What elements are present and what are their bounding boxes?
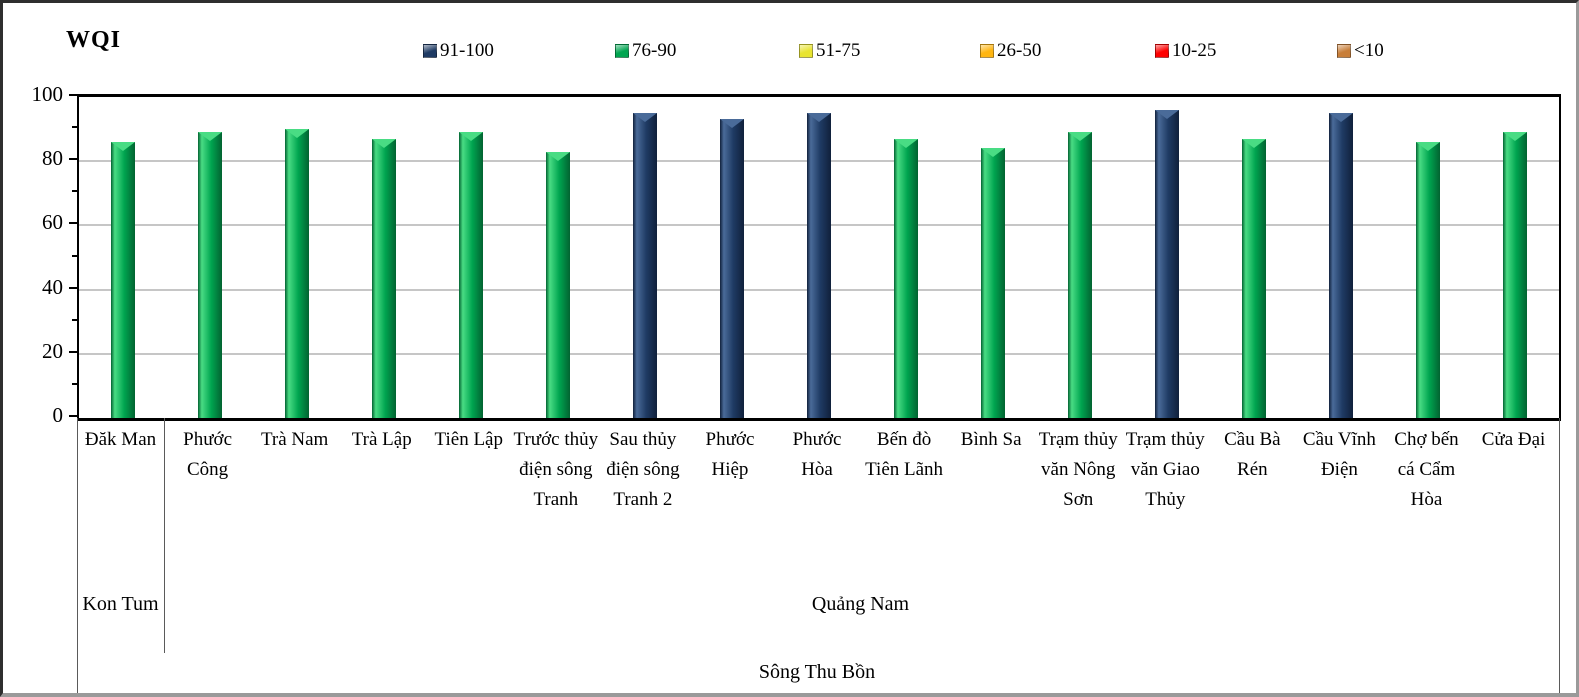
legend-label: <10 xyxy=(1354,40,1384,61)
bar-3 xyxy=(285,129,309,418)
legend-label: 51-75 xyxy=(816,40,861,61)
bar-top-highlight xyxy=(459,132,483,141)
bar-top-highlight xyxy=(111,142,135,151)
y-tick xyxy=(72,383,77,385)
legend-swatch-icon xyxy=(980,44,994,58)
y-tick xyxy=(72,126,77,128)
y-tick xyxy=(69,158,77,160)
bar-16 xyxy=(1416,142,1440,418)
y-tick-label: 0 xyxy=(52,403,64,427)
province-label: Kon Tum xyxy=(82,593,159,615)
y-tick xyxy=(72,190,77,192)
bar-top-highlight xyxy=(894,139,918,148)
bar-top-highlight xyxy=(198,132,222,141)
bar-1 xyxy=(111,142,135,418)
legend-swatch-icon xyxy=(799,44,813,58)
legend-item: 76-90 xyxy=(615,39,676,63)
bar-top-highlight xyxy=(1155,110,1179,119)
bar-top-highlight xyxy=(1416,142,1440,151)
bar-top-highlight xyxy=(1242,139,1266,148)
category-label: Chợ bến cá Cẩm Hòa xyxy=(1394,429,1459,510)
bar-top-highlight xyxy=(720,119,744,128)
bar-9 xyxy=(807,113,831,418)
chart-legend: 91-100 76-90 51-75 26-50 10-25 <10 xyxy=(3,39,1576,63)
category-label: Trạm thủy văn Giao Thủy xyxy=(1125,429,1205,510)
legend-item: 10-25 xyxy=(1155,39,1216,63)
bar-top-highlight xyxy=(285,129,309,138)
bar-top-highlight xyxy=(1329,113,1353,122)
plot-area xyxy=(77,94,1561,421)
province-label: Quảng Nam xyxy=(811,593,910,615)
y-tick xyxy=(72,319,77,321)
category-label: Cầu Vĩnh Điện xyxy=(1302,429,1376,480)
x-axis-category-labels: Đăk Man Phước Công Trà Nam Trà Lập Tiên Lập T… xyxy=(77,425,1557,515)
category-label: Trà Nam xyxy=(260,429,329,450)
bar-17 xyxy=(1503,132,1527,418)
y-tick-label: 40 xyxy=(42,275,63,299)
y-tick xyxy=(72,255,77,257)
legend-label: 76-90 xyxy=(632,40,677,61)
category-label: Cửa Đại xyxy=(1481,429,1546,450)
legend-item: 91-100 xyxy=(423,39,494,63)
legend-item: 51-75 xyxy=(799,39,860,63)
y-tick xyxy=(69,222,77,224)
bar-top-highlight xyxy=(546,152,570,161)
bar-10 xyxy=(894,139,918,418)
legend-swatch-icon xyxy=(1155,44,1169,58)
category-label: Đăk Man xyxy=(84,429,157,450)
bar-12 xyxy=(1068,132,1092,418)
legend-label: 91-100 xyxy=(440,40,494,61)
bar-top-highlight xyxy=(1068,132,1092,141)
bar-top-highlight xyxy=(372,139,396,148)
category-label: Bến đò Tiên Lãnh xyxy=(865,429,944,480)
y-tick xyxy=(69,287,77,289)
bar-5 xyxy=(459,132,483,418)
y-tick xyxy=(69,351,77,353)
legend-item: <10 xyxy=(1337,39,1384,63)
axis-divider xyxy=(164,418,165,653)
legend-swatch-icon xyxy=(1337,44,1351,58)
legend-item: 26-50 xyxy=(980,39,1041,63)
axis-divider xyxy=(77,418,78,693)
bar-top-highlight xyxy=(981,148,1005,157)
y-tick-label: 20 xyxy=(42,339,63,363)
category-label: Phước Công xyxy=(183,429,233,480)
y-tick-label: 60 xyxy=(42,210,63,234)
y-tick xyxy=(69,94,77,96)
category-label: Phước Hòa xyxy=(792,429,842,480)
category-label: Trà Lập xyxy=(351,429,412,450)
category-label: Bình Sa xyxy=(960,429,1022,450)
bar-2 xyxy=(198,132,222,418)
bar-top-highlight xyxy=(1503,132,1527,141)
bar-14 xyxy=(1242,139,1266,418)
bar-11 xyxy=(981,148,1005,418)
bar-4 xyxy=(372,139,396,418)
category-label: Trạm thủy văn Nông Sơn xyxy=(1038,429,1118,510)
y-tick-label: 80 xyxy=(42,146,63,170)
chart-title: WQI xyxy=(66,27,122,53)
river-group-label: Sông Thu Bồn xyxy=(758,661,876,683)
bar-13 xyxy=(1155,110,1179,418)
axis-divider xyxy=(1559,418,1560,693)
legend-label: 10-25 xyxy=(1172,40,1217,61)
bar-top-highlight xyxy=(633,113,657,122)
legend-swatch-icon xyxy=(615,44,629,58)
category-label: Sau thủy điện sông Tranh 2 xyxy=(606,429,680,510)
category-label: Tiên Lập xyxy=(434,429,503,450)
bar-15 xyxy=(1329,113,1353,418)
category-label: Phước Hiệp xyxy=(705,429,755,480)
category-label: Cầu Bà Rén xyxy=(1224,429,1281,480)
legend-swatch-icon xyxy=(423,44,437,58)
category-label: Trước thủy điện sông Tranh xyxy=(513,429,599,510)
bar-6 xyxy=(546,152,570,418)
bar-8 xyxy=(720,119,744,418)
legend-label: 26-50 xyxy=(997,40,1042,61)
y-tick xyxy=(69,415,77,417)
bar-top-highlight xyxy=(807,113,831,122)
bar-7 xyxy=(633,113,657,418)
y-tick-label: 100 xyxy=(31,82,64,106)
